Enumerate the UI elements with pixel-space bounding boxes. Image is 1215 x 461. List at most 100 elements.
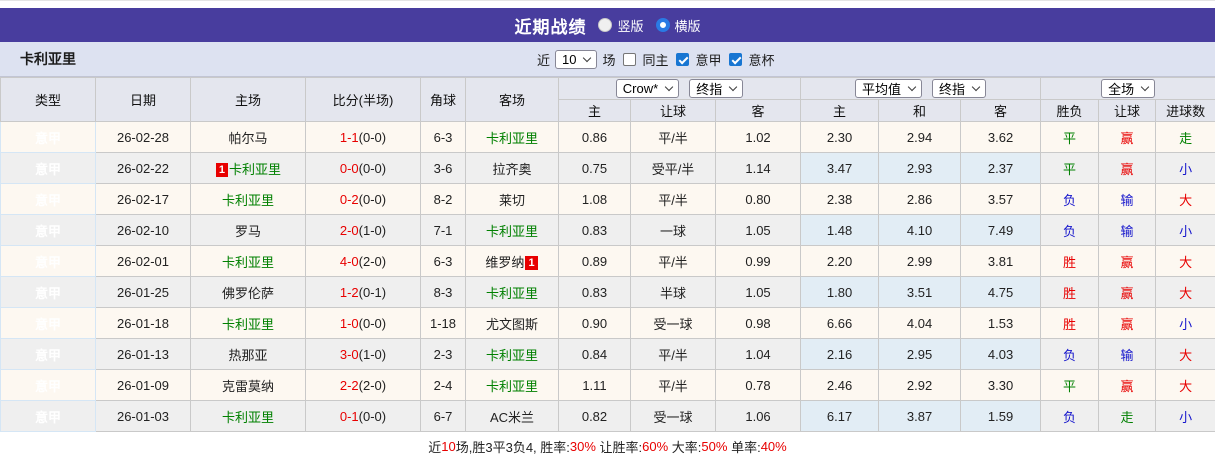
goals-result-cell: 大 [1155, 183, 1215, 215]
home-team-cell: 罗马 [190, 214, 306, 246]
date-cell: 26-02-10 [95, 214, 191, 246]
corner-cell: 8-2 [420, 183, 466, 215]
serie-a-label: 意甲 [695, 53, 722, 68]
match-count-select[interactable]: 10 [555, 50, 598, 69]
odd-rate-value: 40% [760, 439, 787, 454]
handicap-home-odds-cell: 1.11 [558, 369, 631, 401]
page-title: 近期战绩 [514, 17, 587, 37]
score-cell: 1-2(0-1) [305, 276, 421, 308]
chevron-down-icon [664, 82, 674, 92]
home-team-cell: 卡利亚里 [190, 245, 306, 277]
avg-home-odds-cell: 2.30 [800, 121, 880, 153]
handicap-away-odds-cell: 0.98 [714, 307, 802, 339]
average-select[interactable]: 平均值 [855, 79, 923, 98]
table-row: 意甲 26-01-25 佛罗伦萨 1-2(0-1) 8-3 卡利亚里 0.83 … [0, 276, 1215, 308]
avg-home-odds-cell: 2.46 [800, 369, 880, 401]
radio-selected-icon[interactable] [655, 18, 670, 32]
avg-away-odds-cell: 3.57 [960, 183, 1042, 215]
table-row: 意甲 26-02-28 帕尔马 1-1(0-0) 6-3 卡利亚里 0.86 平… [0, 121, 1215, 153]
avg-away-odds-cell: 3.62 [960, 121, 1042, 153]
bookmaker-select[interactable]: Crow* [615, 79, 680, 98]
score-cell: 2-2(2-0) [305, 369, 421, 401]
match-count-value: 10 [562, 52, 577, 67]
league-cell: 意甲 [0, 276, 96, 308]
score-cell: 3-0(1-0) [305, 338, 421, 370]
italy-cup-checkbox[interactable] [728, 53, 742, 66]
table-row: 意甲 26-02-22 1 卡利亚里 0-0(0-0) 3-6 拉齐奥 0.75 … [0, 152, 1215, 184]
league-cell: 意甲 [0, 214, 96, 246]
summary-text: 让胜率: [595, 440, 643, 455]
handicap-home-odds-cell: 0.83 [558, 214, 631, 246]
col-avg-away: 客 [960, 99, 1042, 122]
avg-draw-odds-cell: 2.95 [878, 338, 962, 370]
col-type: 类型 [0, 77, 96, 122]
chevron-down-icon [907, 82, 917, 92]
handicap-line-cell: 受平/半 [630, 152, 716, 184]
result-cell: 胜 [1040, 307, 1100, 339]
handicap-result-cell: 赢 [1098, 276, 1157, 308]
league-cell: 意甲 [0, 183, 96, 215]
full-match-select[interactable]: 全场 [1101, 79, 1156, 98]
col-handicap-home: 主 [558, 99, 631, 122]
handicap-away-odds-cell: 1.02 [714, 121, 802, 153]
handicap-away-odds-cell: 0.80 [714, 183, 802, 215]
date-cell: 26-01-09 [95, 369, 191, 401]
radio-horizontal-layout[interactable]: 横版 [655, 16, 701, 35]
handicap-line-cell: 平/半 [630, 183, 716, 215]
handicap-away-odds-cell: 1.05 [714, 276, 802, 308]
away-team-cell: 卡利亚里 [465, 338, 559, 370]
col-home: 主场 [190, 77, 306, 122]
away-team-cell: 卡利亚里 [465, 369, 559, 401]
table-row: 意甲 26-01-09 克雷莫纳 2-2(2-0) 2-4 卡利亚里 1.11 … [0, 369, 1215, 401]
summary-text: 近 [428, 440, 442, 455]
result-cell: 负 [1040, 214, 1100, 246]
away-team-cell: 尤文图斯 [465, 307, 559, 339]
table-row: 意甲 26-02-17 卡利亚里 0-2(0-0) 8-2 莱切 1.08 平/… [0, 183, 1215, 215]
avg-draw-odds-cell: 2.92 [878, 369, 962, 401]
col-handicap-away: 客 [714, 99, 802, 122]
table-row: 意甲 26-01-13 热那亚 3-0(1-0) 2-3 卡利亚里 0.84 平… [0, 338, 1215, 370]
handicap-away-odds-cell: 1.06 [714, 400, 802, 432]
win-rate-value: 30% [569, 439, 596, 454]
results-body: 意甲 26-02-28 帕尔马 1-1(0-0) 6-3 卡利亚里 0.86 平… [0, 121, 1215, 432]
avg-home-odds-cell: 2.38 [800, 183, 880, 215]
radio-icon[interactable] [598, 18, 613, 32]
goals-result-cell: 小 [1155, 400, 1215, 432]
goals-result-cell: 大 [1155, 338, 1215, 370]
odds-time-select[interactable]: 终指 [932, 79, 987, 98]
goals-result-cell: 大 [1155, 276, 1215, 308]
result-cell: 平 [1040, 121, 1100, 153]
summary-text: 单率: [727, 440, 761, 455]
avg-away-odds-cell: 1.53 [960, 307, 1042, 339]
col-avg-home: 主 [800, 99, 880, 122]
avg-away-odds-cell: 4.03 [960, 338, 1042, 370]
corner-cell: 6-3 [420, 245, 466, 277]
handicap-line-cell: 一球 [630, 214, 716, 246]
away-team-cell: 莱切 [465, 183, 559, 215]
handicap-away-odds-cell: 1.04 [714, 338, 802, 370]
corner-cell: 2-3 [420, 338, 466, 370]
avg-draw-odds-cell: 3.51 [878, 276, 962, 308]
col-goals: 进球数 [1155, 99, 1215, 122]
radio-vertical-layout[interactable]: 竖版 [598, 16, 644, 35]
home-team-cell: 帕尔马 [190, 121, 306, 153]
col-score: 比分(半场) [305, 77, 421, 122]
result-cell: 负 [1040, 338, 1100, 370]
chevron-down-icon [728, 82, 738, 92]
summary-text: 大率: [668, 440, 702, 455]
handicap-time-select[interactable]: 终指 [689, 79, 744, 98]
topbar: 近期战绩 竖版 横版 [0, 8, 1215, 42]
league-cell: 意甲 [0, 338, 96, 370]
avg-away-odds-cell: 2.37 [960, 152, 1042, 184]
league-cell: 意甲 [0, 400, 96, 432]
games-label: 场 [602, 53, 616, 68]
same-home-checkbox[interactable] [622, 53, 636, 66]
corner-cell: 3-6 [420, 152, 466, 184]
serie-a-checkbox[interactable] [675, 53, 689, 66]
avg-away-odds-cell: 4.75 [960, 276, 1042, 308]
score-cell: 0-1(0-0) [305, 400, 421, 432]
result-cell: 胜 [1040, 245, 1100, 277]
handicap-line-cell: 平/半 [630, 245, 716, 277]
away-team-cell: 拉齐奥 [465, 152, 559, 184]
